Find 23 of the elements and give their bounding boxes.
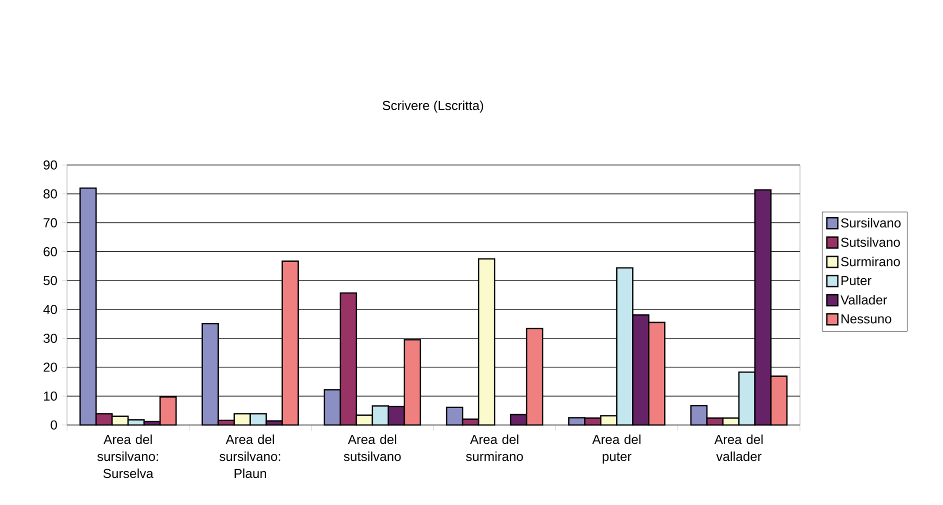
y-tick-label: 70 [44,218,57,228]
y-tick-label: 90 [44,160,57,170]
y-tick-label: 40 [43,304,57,314]
legend-label: Sutsilvano [841,237,900,247]
y-tick-label: 0 [50,420,57,430]
y-tick-label: 10 [44,391,57,401]
legend-label: Surmirano [841,256,900,266]
x-tick-label: Area del puter [592,434,640,464]
y-tick-label: 20 [44,362,57,372]
chart-title: Scrivere (Lscritta) [382,100,484,113]
legend-label: Vallader [840,294,887,305]
x-tick-label: Area del sursilvano: Surselva [97,434,158,478]
y-tick-label: 30 [44,334,57,343]
x-tick-label: Area del sutsilvano [344,434,401,462]
y-tick-label: 50 [44,276,57,286]
x-tick-label: Area del vallader [714,434,763,462]
legend-label: Puter [842,276,872,286]
x-tick-label: Area del surmirano [466,434,523,462]
y-tick-label: 80 [44,189,57,198]
y-tick-label: 60 [44,247,57,256]
legend-label: Nessuno [842,314,892,324]
legend-label: Sursilvano [841,218,901,228]
x-tick-label: Area del sursilvano: Plaun [220,434,280,478]
